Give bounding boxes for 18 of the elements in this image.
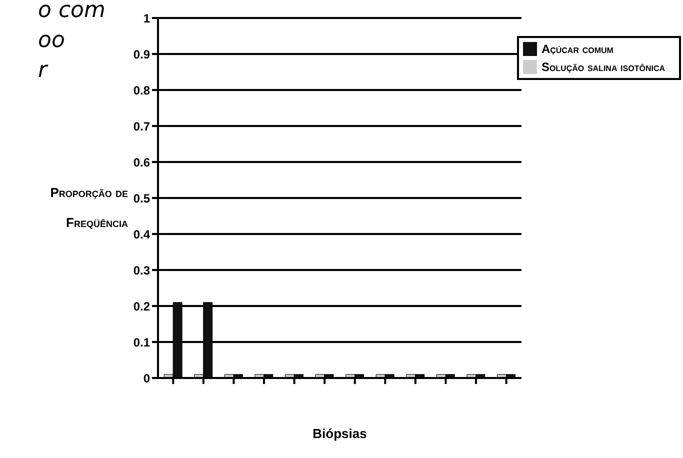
y-tick-label: 0.1 [133, 335, 150, 350]
x-axis-title: Biópsias [312, 426, 367, 441]
y-tick-label: 0.3 [133, 263, 150, 278]
y-tick-label: 1 [143, 11, 150, 26]
y-axis-title: Proporção de Freqüência [49, 184, 128, 232]
y-tick-label: 0.4 [133, 227, 150, 242]
text: o com [38, 0, 106, 23]
text: r [38, 58, 48, 83]
text: oo [38, 28, 65, 53]
y-tick-label: 0.2 [133, 299, 150, 314]
legend-label: Solução salina isotônica [541, 60, 665, 74]
y-tick-label: 0.6 [133, 155, 150, 170]
legend-label: Açúcar comum [541, 42, 614, 56]
y-tick-label: 0.7 [133, 119, 150, 134]
y-tick-label: 0 [143, 371, 150, 386]
y-tick-label: 0.8 [133, 83, 150, 98]
y-tick-label: 0.9 [133, 47, 150, 62]
y-tick-label: 0.5 [133, 191, 150, 206]
